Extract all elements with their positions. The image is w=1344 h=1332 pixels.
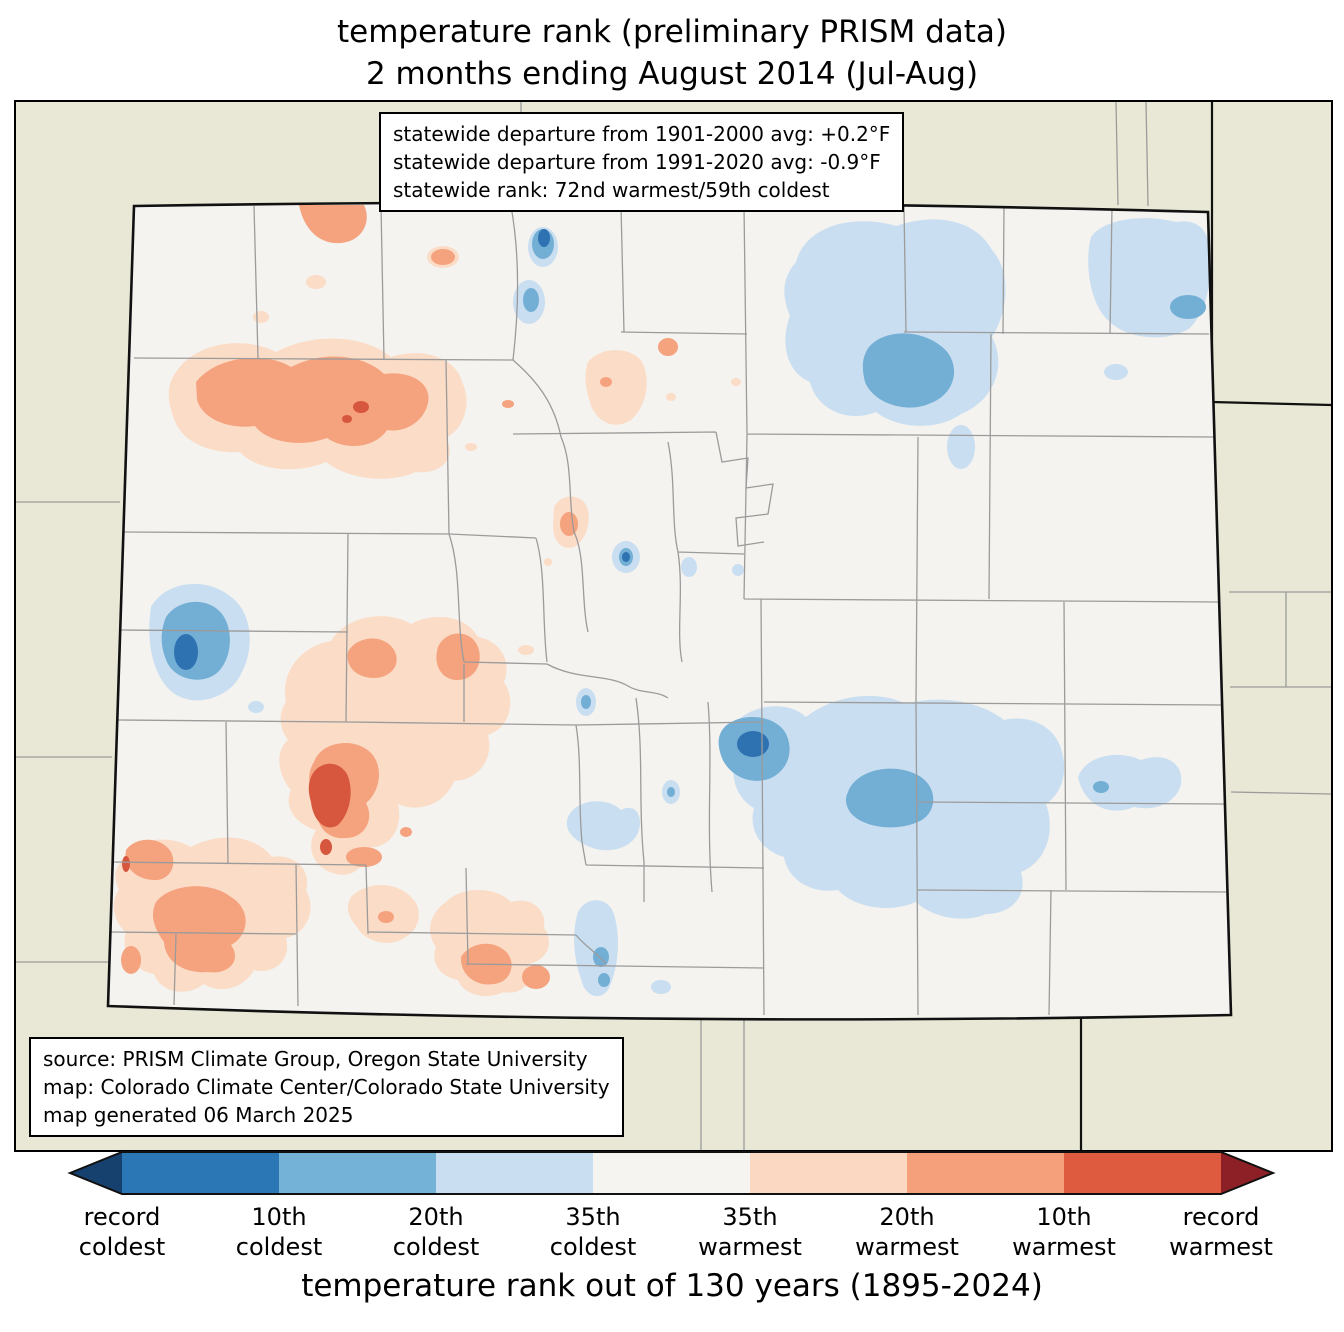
colorbar-label-20th-warmest: 20th warmest	[855, 1203, 959, 1262]
stats-line-rank: statewide rank: 72nd warmest/59th coldes…	[393, 178, 830, 202]
map-title-line1: temperature rank (preliminary PRISM data…	[336, 14, 1007, 50]
county-boundaries	[110, 205, 1227, 1016]
colorbar-arrow-record-coldest	[70, 1152, 122, 1194]
temperature-rank-colorbar	[67, 1151, 1276, 1195]
colorbar-label-35th-warmest: 35th warmest	[698, 1203, 802, 1262]
colorbar-caption: temperature rank out of 130 years (1895-…	[301, 1268, 1043, 1304]
stats-line-departure-1901-2000: statewide departure from 1901-2000 avg: …	[393, 122, 891, 146]
colorbar-outline	[67, 1151, 1276, 1195]
statewide-stats-box: statewide departure from 1901-2000 avg: …	[379, 112, 905, 212]
colorbar-label-record-coldest: record coldest	[78, 1203, 166, 1262]
colorbar-label-20th-coldest: 20th coldest	[392, 1203, 480, 1262]
stats-line-departure-1991-2020: statewide departure from 1991-2020 avg: …	[393, 150, 881, 174]
source-line: source: PRISM Climate Group, Oregon Stat…	[43, 1047, 588, 1071]
warm-anomaly-layer	[113, 205, 741, 997]
colorado-temperature-rank-map	[16, 102, 1331, 1150]
colorbar-label-10th-warmest: 10th warmest	[1012, 1203, 1116, 1262]
source-attribution-box: source: PRISM Climate Group, Oregon Stat…	[29, 1037, 624, 1137]
map-credit-line: map: Colorado Climate Center/Colorado St…	[43, 1075, 610, 1099]
map-generated-line: map generated 06 March 2025	[43, 1103, 354, 1127]
colorbar-label-10th-coldest: 10th coldest	[235, 1203, 323, 1262]
map-title: temperature rank (preliminary PRISM data…	[0, 12, 1344, 96]
map-frame: statewide departure from 1901-2000 avg: …	[14, 100, 1333, 1152]
colorbar-arrow-record-warmest	[1221, 1152, 1273, 1194]
colorbar-label-35th-coldest: 35th coldest	[549, 1203, 637, 1262]
cool-anomaly-layer	[149, 218, 1211, 997]
colorbar-label-record-warmest: record warmest	[1169, 1203, 1273, 1262]
map-title-line2: 2 months ending August 2014 (Jul-Aug)	[365, 55, 979, 92]
